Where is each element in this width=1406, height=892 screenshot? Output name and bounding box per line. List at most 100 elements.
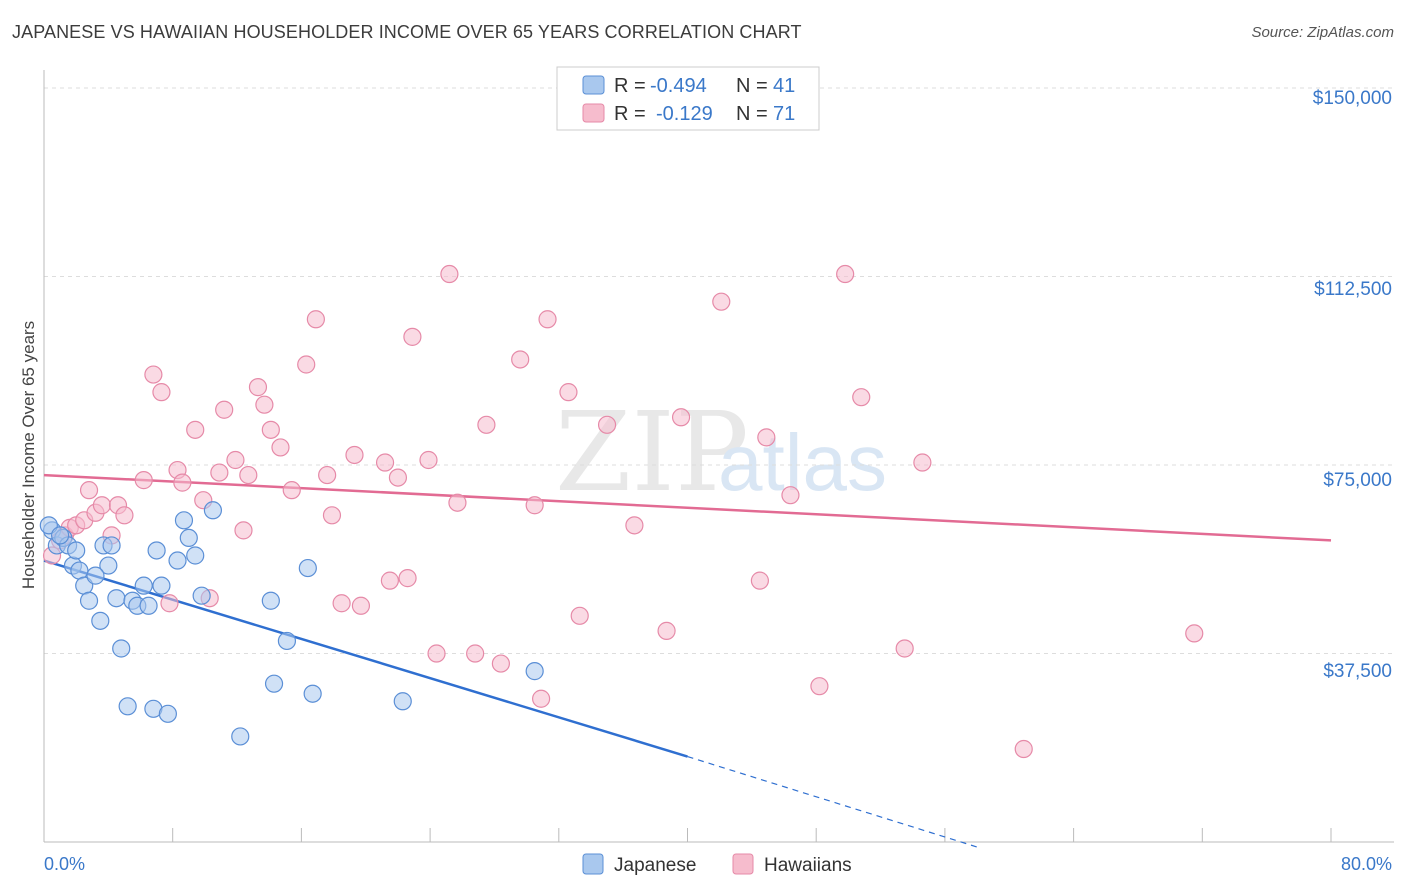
legend-r-label-japanese: R = <box>614 75 646 97</box>
point-hawaiians-52 <box>532 689 551 708</box>
point-hawaiians-13 <box>144 365 163 384</box>
point-hawaiians-27 <box>255 395 274 414</box>
point-hawaiians-64 <box>810 677 829 696</box>
legend-n-label-hawaiians: N = <box>736 103 768 125</box>
bottom-legend-swatch-hawaiians <box>732 853 754 875</box>
y-tick-label-75000: $75,000 <box>1323 470 1392 491</box>
point-hawaiians-25 <box>239 465 258 485</box>
point-japanese-7 <box>79 591 99 610</box>
point-hawaiians-47 <box>466 644 485 663</box>
point-hawaiians-70 <box>1185 624 1204 643</box>
correlation-legend: R = -0.494 N = 41 R = -0.129 N = 71 <box>556 66 820 131</box>
point-japanese-20 <box>147 541 166 560</box>
y-tick-label-37500: $37,500 <box>1323 661 1392 682</box>
point-japanese-36 <box>525 662 544 681</box>
watermark-atlas: atlas <box>718 418 887 507</box>
point-hawaiians-44 <box>427 644 446 663</box>
watermark-zip: ZIP <box>555 388 749 516</box>
x-tick-label-max: 80.0% <box>1341 854 1392 874</box>
point-hawaiians-58 <box>657 621 676 640</box>
point-hawaiians-50 <box>511 350 530 369</box>
point-hawaiians-22 <box>215 400 234 419</box>
point-hawaiians-49 <box>491 654 510 673</box>
point-japanese-40 <box>86 566 105 585</box>
point-hawaiians-8 <box>92 496 112 515</box>
point-japanese-18 <box>139 596 158 615</box>
legend-n-value-hawaiians: 71 <box>773 103 795 125</box>
legend-r-value-japanese: -0.494 <box>650 75 707 97</box>
point-hawaiians-12 <box>134 471 153 490</box>
bottom-legend-label-hawaiians: Hawaiians <box>764 855 852 876</box>
y-tick-label-150000: $150,000 <box>1313 88 1392 109</box>
point-hawaiians-33 <box>318 465 337 485</box>
point-hawaiians-39 <box>380 571 399 590</box>
point-japanese-38 <box>50 526 70 545</box>
trendline-japanese <box>43 559 688 758</box>
point-hawaiians-26 <box>248 378 268 397</box>
series-legend: Japanese Hawaiians <box>582 853 852 876</box>
point-japanese-12 <box>107 589 126 608</box>
point-japanese-29 <box>231 727 250 746</box>
point-hawaiians-46 <box>448 493 467 512</box>
point-hawaiians-55 <box>570 606 589 625</box>
point-hawaiians-45 <box>440 264 459 284</box>
point-japanese-23 <box>168 551 187 570</box>
legend-n-value-japanese: 41 <box>773 75 795 97</box>
point-japanese-34 <box>298 558 317 578</box>
point-japanese-31 <box>264 674 284 693</box>
legend-n-label-japanese: N = <box>736 75 768 97</box>
point-japanese-21 <box>152 576 171 595</box>
point-hawaiians-29 <box>271 438 290 457</box>
point-hawaiians-42 <box>403 327 422 346</box>
point-hawaiians-15 <box>160 594 179 613</box>
trendline-japanese-extension <box>687 755 978 848</box>
point-hawaiians-61 <box>750 571 769 590</box>
point-hawaiians-30 <box>282 481 301 500</box>
point-hawaiians-54 <box>559 383 578 402</box>
legend-swatch-japanese <box>582 75 605 95</box>
point-hawaiians-69 <box>1014 739 1033 759</box>
point-hawaiians-14 <box>152 383 171 402</box>
point-hawaiians-31 <box>297 355 316 374</box>
chart-title: JAPANESE VS HAWAIIAN HOUSEHOLDER INCOME … <box>12 22 802 42</box>
trendline-hawaiians <box>43 473 1332 542</box>
point-japanese-28 <box>203 501 223 520</box>
point-japanese-30 <box>261 591 280 610</box>
point-japanese-27 <box>192 586 211 605</box>
point-hawaiians-53 <box>538 310 557 329</box>
point-japanese-37 <box>39 516 58 535</box>
point-hawaiians-35 <box>332 594 351 613</box>
point-japanese-14 <box>118 697 137 716</box>
axes <box>43 70 1394 843</box>
point-hawaiians-24 <box>234 521 253 540</box>
point-japanese-8 <box>91 611 110 630</box>
point-japanese-32 <box>277 631 297 651</box>
source-label: Source: ZipAtlas.com <box>1251 24 1394 41</box>
x-tick-label-min: 0.0% <box>44 854 85 874</box>
point-hawaiians-17 <box>173 473 192 492</box>
legend-swatch-hawaiians <box>582 103 605 123</box>
point-japanese-13 <box>112 639 131 658</box>
point-hawaiians-67 <box>895 639 914 658</box>
data-points <box>39 264 1204 759</box>
point-hawaiians-23 <box>226 450 245 470</box>
point-hawaiians-21 <box>210 463 229 482</box>
point-hawaiians-6 <box>79 481 99 500</box>
point-hawaiians-18 <box>186 420 205 439</box>
point-hawaiians-32 <box>306 310 325 329</box>
point-japanese-24 <box>174 511 194 530</box>
point-japanese-33 <box>303 684 322 703</box>
point-japanese-10 <box>99 556 118 575</box>
bottom-legend-label-japanese: Japanese <box>614 855 696 876</box>
point-hawaiians-68 <box>913 453 932 472</box>
point-hawaiians-28 <box>261 420 280 439</box>
point-hawaiians-36 <box>345 445 364 465</box>
y-axis-label: Householder Income Over 65 years <box>19 321 38 589</box>
point-hawaiians-59 <box>671 408 691 427</box>
point-hawaiians-63 <box>781 486 800 505</box>
point-japanese-39 <box>67 541 86 560</box>
legend-r-value-hawaiians: -0.129 <box>656 103 713 125</box>
legend-r-label-hawaiians: R = <box>614 103 646 125</box>
point-japanese-11 <box>102 536 121 555</box>
